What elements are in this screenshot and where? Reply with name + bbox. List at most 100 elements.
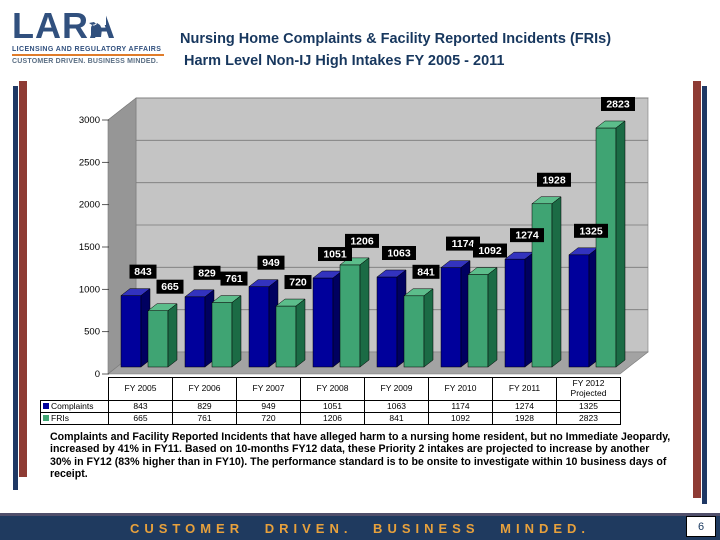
y-axis-label: 1500 (79, 242, 100, 253)
y-axis-label: 0 (95, 369, 100, 380)
table-value-cell: 2823 (556, 412, 621, 425)
table-value-cell: 761 (172, 412, 237, 425)
data-label: 1063 (387, 247, 411, 259)
bar-side (359, 257, 370, 368)
data-label: 841 (417, 266, 435, 278)
data-label-bg (129, 264, 157, 279)
table-category-header: FY 2010 (428, 377, 493, 401)
left-accent-stripe-navy (13, 86, 18, 490)
bar-front (403, 295, 425, 368)
table-value-cell: 949 (236, 400, 301, 413)
table-category-header: FY 2011 (492, 377, 557, 401)
table-value-cell: 1174 (428, 400, 493, 413)
right-accent-stripe-maroon (693, 81, 701, 498)
table-value-cell: 843 (108, 400, 173, 413)
table-row: FRIs 665 761 720 1206 841 1092 1928 2823 (40, 412, 621, 425)
y-axis-label: 500 (84, 327, 100, 338)
table-value-cell: 1928 (492, 412, 557, 425)
table-category-header: FY 2006 (172, 377, 237, 401)
data-label: 1092 (478, 245, 502, 257)
table-row: Complaints 843 829 949 1051 1063 1174 1274 1325 (40, 400, 621, 413)
data-label-bg (574, 223, 608, 238)
logo-subline: CUSTOMER DRIVEN. BUSINESS MINDED. (12, 58, 159, 65)
table-value-cell: 1325 (556, 400, 621, 413)
data-label-bg (345, 233, 379, 248)
data-label: 1928 (542, 174, 566, 186)
bar-front (211, 302, 233, 368)
bar-side (423, 288, 434, 368)
logo-wordmark: LARA (12, 8, 170, 44)
lara-logo: LARA LICENSING AND REGULATORY AFFAIRS CU… (12, 8, 170, 65)
data-label-bg (382, 245, 416, 260)
data-label: 665 (161, 281, 179, 293)
data-label-bg (193, 265, 221, 280)
table-value-cell: 665 (108, 412, 173, 425)
legend-cell: Complaints (40, 400, 109, 413)
bar-side (487, 267, 498, 368)
table-value-cell: 720 (236, 412, 301, 425)
table-category-header: FY 2012 Projected (556, 377, 621, 401)
bar-front (339, 264, 361, 368)
bar-side (231, 295, 242, 368)
data-label: 1325 (579, 225, 603, 237)
data-label: 829 (198, 267, 216, 279)
data-label: 843 (134, 266, 152, 278)
table-value-cell: 1051 (300, 400, 365, 413)
bar-front (595, 127, 617, 368)
bar-side (551, 196, 562, 368)
slide-title-line1: Nursing Home Complaints & Facility Repor… (180, 31, 612, 47)
table-value-cell: 841 (364, 412, 429, 425)
table-value-cell: 1092 (428, 412, 493, 425)
footer-bar: CUSTOMER DRIVEN. BUSINESS MINDED. (0, 513, 720, 540)
legend-cell: FRIs (40, 412, 109, 425)
logo-tagline: LICENSING AND REGULATORY AFFAIRS (12, 46, 162, 53)
data-label: 720 (289, 277, 307, 289)
table-category-header: FY 2005 (108, 377, 173, 401)
bar-side (615, 120, 626, 368)
table-value-cell: 1206 (300, 412, 365, 425)
bar-front (312, 277, 334, 368)
data-label-bg (537, 172, 571, 187)
table-value-cell: 1063 (364, 400, 429, 413)
bar-front (275, 305, 297, 368)
y-axis-label: 1000 (79, 284, 100, 295)
data-label: 1174 (452, 238, 475, 250)
slide-title: Nursing Home Complaints & Facility Repor… (180, 28, 710, 73)
bar-front (184, 296, 206, 368)
data-label-bg (257, 255, 285, 270)
bar-front (248, 286, 270, 368)
data-label-bg (473, 243, 507, 258)
data-label-bg (412, 264, 440, 279)
bar-front (120, 295, 142, 368)
bar-front (440, 267, 462, 368)
data-label: 949 (262, 257, 280, 269)
bar-side (167, 303, 178, 368)
bar-chart: 0 500 1000 1500 2000 2500 3000 843 665 829 761 949 7… (79, 96, 649, 380)
bar-front (147, 310, 169, 368)
data-label-bg (601, 96, 635, 111)
footer-slogan: CUSTOMER DRIVEN. BUSINESS MINDED. (129, 520, 591, 536)
table-category-header: FY 2009 (364, 377, 429, 401)
page-number-box: 6 (686, 516, 716, 537)
legend-swatch-icon (43, 414, 49, 421)
logo-orange-rule (12, 54, 164, 56)
left-accent-stripe-maroon (19, 81, 27, 477)
data-label: 2823 (606, 98, 630, 110)
bar-front (504, 258, 526, 368)
data-label: 1206 (350, 235, 374, 247)
bar-side (295, 298, 306, 368)
table-category-header: FY 2008 (300, 377, 365, 401)
y-axis-label: 2000 (79, 200, 100, 211)
bar-front (467, 274, 489, 368)
table-corner-blank (41, 378, 109, 401)
body-paragraph: Complaints and Facility Reported Inciden… (50, 431, 671, 481)
y-axis-label: 2500 (79, 157, 100, 168)
table-value-cell: 1274 (492, 400, 557, 413)
data-label: 761 (225, 273, 243, 285)
bar-front (568, 254, 590, 368)
page-number: 6 (697, 520, 705, 533)
legend-swatch-icon (43, 402, 49, 409)
data-label-bg (156, 279, 184, 294)
bar-front (376, 276, 398, 368)
